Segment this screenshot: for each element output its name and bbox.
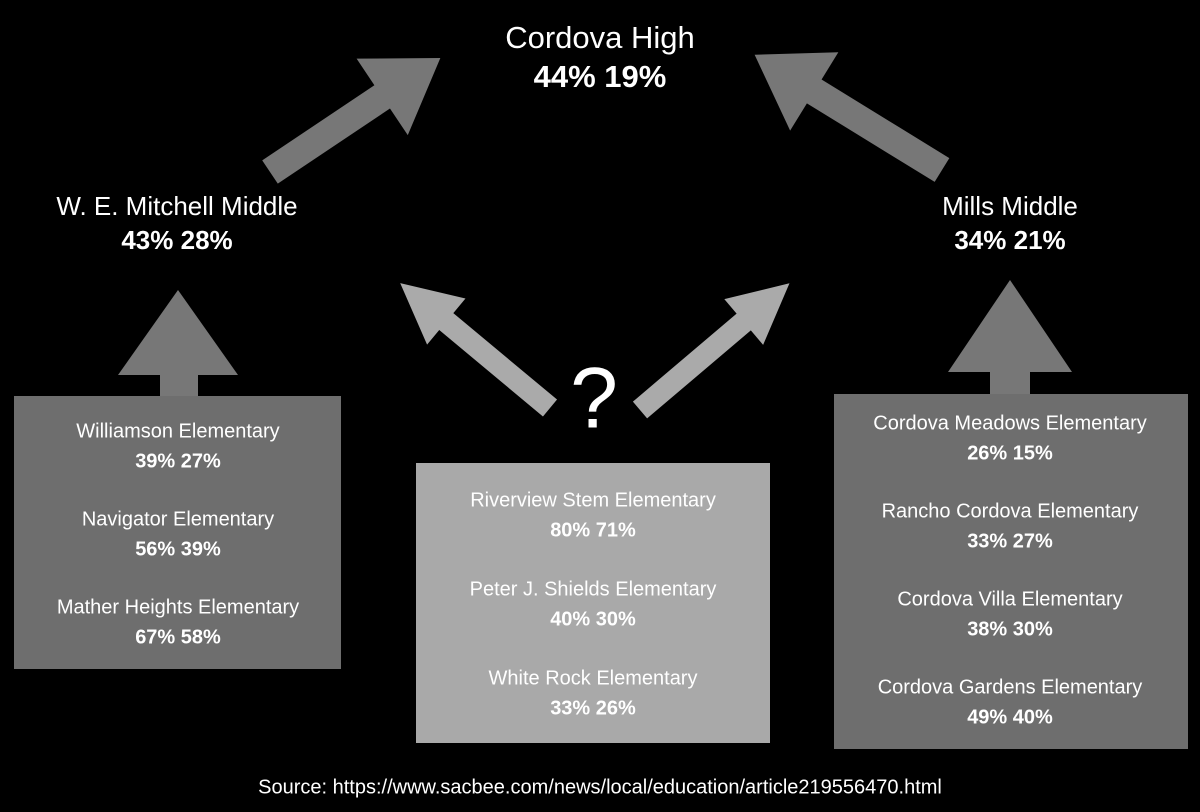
school-name: Williamson Elementary (76, 420, 279, 442)
school-name: W. E. Mitchell Middle (56, 191, 297, 221)
arrow (262, 57, 441, 184)
school-name: White Rock Elementary (489, 667, 698, 689)
school-name: Mills Middle (942, 191, 1078, 221)
school-stats: 26% 15% (967, 442, 1053, 464)
school-box (14, 396, 341, 669)
school-stats: 39% 27% (135, 450, 221, 472)
source: Source: https://www.sacbee.com/news/loca… (258, 776, 942, 798)
school-stats: 43% 28% (121, 225, 232, 255)
school-name: Cordova Meadows Elementary (873, 412, 1146, 434)
school-stats: 67% 58% (135, 626, 221, 648)
arrow (632, 283, 790, 419)
school-stats: 38% 30% (967, 618, 1053, 640)
school-box (416, 463, 770, 743)
school-name: Rancho Cordova Elementary (882, 500, 1139, 522)
school-stats: 56% 39% (135, 538, 221, 560)
school-stats: 40% 30% (550, 608, 636, 630)
school-stats: 34% 21% (954, 225, 1065, 255)
school-name: Cordova Gardens Elementary (878, 676, 1143, 698)
arrow (754, 52, 950, 182)
school-name: Riverview Stem Elementary (470, 489, 716, 511)
school-name: Cordova High (505, 20, 695, 55)
arrow (118, 290, 238, 397)
school-stats: 33% 27% (967, 530, 1053, 552)
school-stats: 49% 40% (967, 706, 1053, 728)
school-stats: 44% 19% (534, 59, 667, 94)
school-box (834, 394, 1188, 749)
school-name: Navigator Elementary (82, 508, 274, 530)
school-name: Mather Heights Elementary (57, 596, 299, 618)
question-mark: ? (570, 351, 618, 447)
school-name: Peter J. Shields Elementary (470, 578, 717, 600)
arrow (400, 283, 558, 417)
school-stats: 80% 71% (550, 519, 636, 541)
school-name: Cordova Villa Elementary (897, 588, 1122, 610)
arrow (948, 280, 1072, 395)
school-stats: 33% 26% (550, 697, 636, 719)
